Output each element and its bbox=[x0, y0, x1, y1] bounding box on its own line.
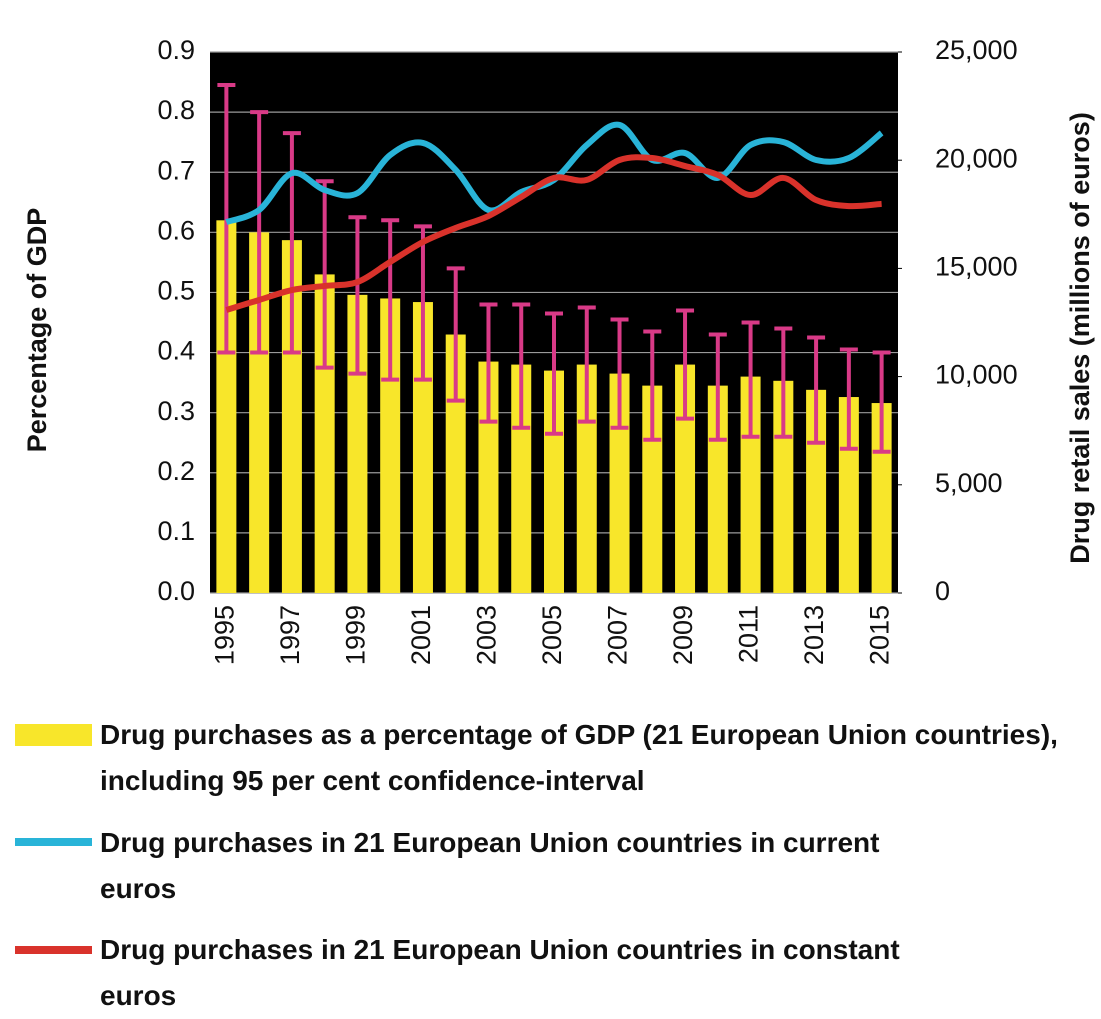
y-tick-label: 0.9 bbox=[157, 35, 195, 65]
bar bbox=[511, 364, 532, 593]
x-tick-label: 2009 bbox=[668, 605, 698, 665]
error-bar bbox=[708, 332, 727, 442]
bar bbox=[249, 232, 270, 594]
legend-label: Drug purchases in 21 European Union coun… bbox=[100, 934, 900, 1011]
bar bbox=[675, 364, 696, 593]
error-bar bbox=[643, 329, 662, 442]
y-axis-title: Percentage of GDP bbox=[22, 208, 52, 453]
y-tick-label: 0.8 bbox=[157, 95, 195, 125]
x-tick-label: 1997 bbox=[275, 605, 305, 665]
legend-label: Drug purchases as a percentage of GDP (2… bbox=[100, 719, 1058, 796]
x-tick-label: 2013 bbox=[799, 605, 829, 665]
bar bbox=[773, 380, 794, 593]
error-bar bbox=[512, 302, 531, 430]
x-tick-label: 1999 bbox=[341, 605, 371, 665]
error-bar bbox=[741, 320, 760, 439]
error-bar bbox=[413, 224, 432, 382]
line bbox=[225, 154, 882, 313]
bar bbox=[412, 302, 433, 593]
x-tick-label: 2003 bbox=[472, 605, 502, 665]
bar bbox=[806, 389, 827, 593]
y2-tick-label: 5,000 bbox=[935, 468, 1003, 498]
bar bbox=[478, 361, 499, 593]
bar bbox=[642, 385, 663, 593]
y2-tick-label: 0 bbox=[935, 576, 950, 606]
legend-swatch bbox=[15, 838, 92, 846]
bar bbox=[281, 240, 302, 594]
error-bar bbox=[545, 311, 563, 436]
error-bar bbox=[872, 350, 891, 454]
bar bbox=[314, 274, 335, 593]
bar bbox=[740, 376, 761, 593]
error-bar bbox=[774, 326, 793, 439]
legend-swatch bbox=[15, 724, 92, 746]
legend-label: Drug purchases in 21 European Union coun… bbox=[100, 827, 880, 904]
y-tick-label: 0.2 bbox=[157, 456, 195, 486]
error-bar bbox=[348, 215, 367, 376]
bar bbox=[707, 385, 728, 593]
y2-tick-label: 20,000 bbox=[935, 143, 1018, 173]
y2-tick-label: 10,000 bbox=[935, 360, 1018, 390]
x-tick-label: 2005 bbox=[537, 605, 567, 665]
error-bar bbox=[479, 302, 498, 424]
y2-tick-label: 15,000 bbox=[935, 252, 1018, 282]
error-bar bbox=[610, 317, 629, 430]
y-tick-label: 0.0 bbox=[157, 576, 195, 606]
y-tick-label: 0.1 bbox=[157, 516, 195, 546]
bar bbox=[347, 294, 368, 593]
error-bar bbox=[676, 308, 695, 421]
y-tick-label: 0.4 bbox=[157, 336, 195, 366]
error-bar bbox=[315, 179, 334, 370]
error-bar bbox=[577, 305, 596, 424]
bar bbox=[216, 220, 237, 594]
x-tick-label: 2011 bbox=[734, 605, 764, 663]
error-bar bbox=[807, 335, 826, 445]
bar bbox=[380, 298, 401, 593]
x-tick-label: 1995 bbox=[210, 605, 240, 665]
y-tick-label: 0.3 bbox=[157, 396, 195, 426]
y-tick-label: 0.6 bbox=[157, 215, 195, 245]
y2-tick-label: 25,000 bbox=[935, 35, 1018, 65]
x-tick-label: 2007 bbox=[603, 605, 633, 665]
y-tick-label: 0.5 bbox=[157, 276, 195, 306]
y-tick-label: 0.7 bbox=[157, 155, 195, 185]
bar bbox=[544, 370, 564, 593]
error-bar bbox=[839, 347, 858, 451]
error-bar bbox=[250, 110, 269, 355]
y2-axis-title: Drug retail sales (millions of euros) bbox=[1065, 112, 1095, 564]
bar bbox=[838, 397, 859, 593]
x-tick-label: 2015 bbox=[865, 605, 895, 665]
error-bar bbox=[381, 218, 400, 382]
error-bar bbox=[446, 266, 465, 403]
error-bar bbox=[282, 131, 301, 355]
x-tick-label: 2001 bbox=[406, 605, 436, 665]
legend-swatch bbox=[15, 946, 92, 954]
